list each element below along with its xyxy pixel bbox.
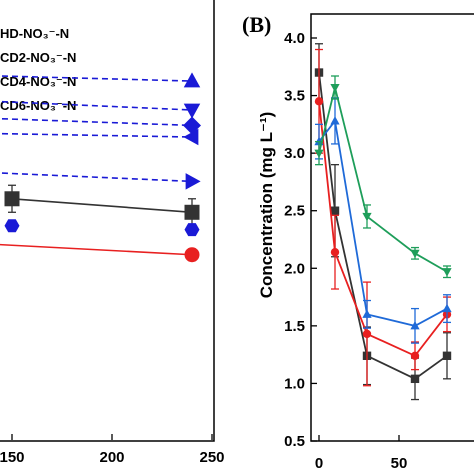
data-point xyxy=(442,351,452,360)
panel-a-legend: HD-NO₃⁻-N CD2-NO₃⁻-N CD4-NO₃⁻-N CD6-NO₃⁻-N xyxy=(0,26,76,113)
series-line xyxy=(0,100,193,111)
series-line xyxy=(0,243,193,256)
y-tick-label: 2.0 xyxy=(284,260,305,277)
y-tick-label: 1.5 xyxy=(284,318,305,335)
x-tick-label: 200 xyxy=(99,449,124,466)
data-point xyxy=(442,268,452,277)
series-line xyxy=(318,72,448,380)
data-point xyxy=(183,103,201,119)
data-point xyxy=(362,309,372,318)
y-tick-label: 1.0 xyxy=(284,375,305,392)
data-point xyxy=(330,247,340,257)
legend-entry: HD-NO₃⁻-N xyxy=(0,26,69,41)
legend-entry: CD2-NO₃⁻-N xyxy=(0,50,76,65)
data-point xyxy=(362,329,372,339)
panel-b-y-ticks: 0.5 1.0 1.5 2.0 2.5 3.0 3.5 4.0 xyxy=(284,30,317,450)
panel-a-x-ticks: 150 200 250 xyxy=(0,434,225,466)
x-tick-label: 250 xyxy=(199,449,224,466)
y-tick-label: 3.5 xyxy=(284,88,305,105)
series-line xyxy=(0,117,193,127)
series-line xyxy=(0,132,193,138)
data-point xyxy=(314,149,324,158)
data-point xyxy=(185,173,201,190)
data-point xyxy=(4,191,20,207)
data-point xyxy=(183,128,199,146)
data-point xyxy=(314,97,324,106)
y-tick-label: 2.5 xyxy=(284,203,305,220)
legend-entry: CD6-NO₃⁻-N xyxy=(0,98,76,113)
panel-a-plot-frame xyxy=(0,0,215,442)
series-line xyxy=(318,87,448,273)
data-point xyxy=(410,249,420,259)
y-axis-label: Concentration (mg L⁻¹) xyxy=(257,112,276,299)
panel-b: (B) Concentration (mg L⁻¹) 0.5 1.0 1.5 2.0 2… xyxy=(242,12,474,472)
panel-b-plot-frame xyxy=(310,13,474,442)
panel-b-x-ticks: 0 50 xyxy=(315,435,408,472)
data-point xyxy=(330,116,340,125)
y-tick-label: 0.5 xyxy=(284,433,305,450)
x-tick-label: 0 xyxy=(315,455,323,472)
panel-label: (B) xyxy=(242,12,271,37)
legend-entry: CD4-NO₃⁻-N xyxy=(0,74,76,89)
data-point xyxy=(330,206,340,215)
series-line xyxy=(11,197,193,214)
data-point xyxy=(442,303,452,313)
panel-a-plot xyxy=(0,72,201,263)
data-point xyxy=(184,223,200,237)
panel-a: HD-NO₃⁻-NCD2-NO₃⁻-NCD4-NO₃⁻-NCD6-NO₃⁻-N … xyxy=(0,0,225,466)
y-tick-label: 4.0 xyxy=(284,30,305,47)
data-point xyxy=(362,212,372,222)
x-tick-label: 50 xyxy=(391,455,408,472)
data-point xyxy=(330,83,340,93)
y-tick-label: 3.0 xyxy=(284,145,305,162)
data-point xyxy=(183,72,201,88)
data-point xyxy=(410,374,420,384)
series-line xyxy=(0,75,193,82)
panel-b-plot xyxy=(314,43,452,401)
data-point xyxy=(410,351,420,360)
data-point xyxy=(410,321,420,330)
data-point xyxy=(184,247,200,263)
x-tick-label: 150 xyxy=(0,449,25,466)
series-line xyxy=(0,172,193,183)
data-point xyxy=(184,204,200,220)
data-point xyxy=(4,219,20,233)
